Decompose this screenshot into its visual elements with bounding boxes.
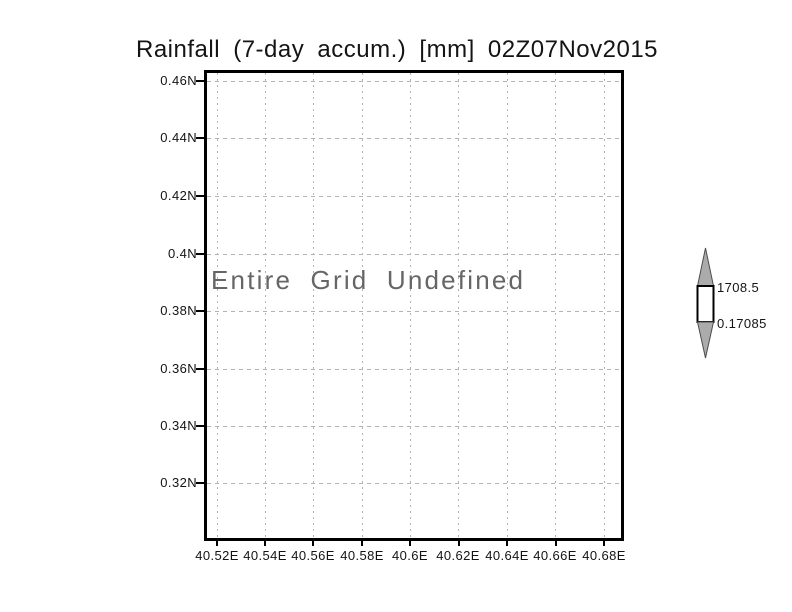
- x-tick-mark: [506, 538, 508, 546]
- gridline-h: [207, 483, 621, 484]
- x-tick-mark: [361, 538, 363, 546]
- gridline-h: [207, 196, 621, 197]
- x-tick-mark: [603, 538, 605, 546]
- plot-grid: Entire Grid Undefined: [207, 73, 621, 538]
- x-tick-label: 40.54E: [243, 548, 287, 563]
- x-tick-mark: [216, 538, 218, 546]
- gridline-v: [555, 73, 556, 538]
- x-tick-label: 40.62E: [436, 548, 480, 563]
- y-tick-label: 0.34N: [160, 418, 197, 433]
- colorbar-middle-box: [696, 285, 715, 323]
- y-tick-label: 0.36N: [160, 361, 197, 376]
- y-tick-mark: [196, 137, 205, 139]
- x-tick-label: 40.52E: [195, 548, 239, 563]
- gridline-h: [207, 138, 621, 139]
- y-tick-mark: [196, 80, 205, 82]
- y-tick-label: 0.46N: [160, 73, 197, 88]
- x-tick-mark: [458, 538, 460, 546]
- colorbar-lower-triangle-icon: [696, 321, 715, 359]
- gridline-h: [207, 426, 621, 427]
- x-tick-label: 40.64E: [485, 548, 529, 563]
- x-tick-label: 40.56E: [291, 548, 335, 563]
- y-tick-mark: [196, 310, 205, 312]
- gridline-v: [604, 73, 605, 538]
- gridline-v: [410, 73, 411, 538]
- gridline-h: [207, 311, 621, 312]
- x-tick-mark: [264, 538, 266, 546]
- y-tick-label: 0.4N: [167, 246, 197, 261]
- grid-undefined-message: Entire Grid Undefined: [211, 265, 526, 295]
- x-tick-label: 40.58E: [340, 548, 384, 563]
- y-tick-mark: [196, 425, 205, 427]
- gridline-h: [207, 254, 621, 255]
- gridline-h: [207, 81, 621, 82]
- plot-area: Entire Grid Undefined: [204, 70, 624, 541]
- colorbar: [696, 247, 715, 359]
- y-tick-mark: [196, 195, 205, 197]
- x-tick-label: 40.68E: [582, 548, 626, 563]
- y-tick-label: 0.42N: [160, 188, 197, 203]
- x-tick-mark: [409, 538, 411, 546]
- colorbar-max-label: 1708.5: [717, 280, 760, 295]
- y-tick-mark: [196, 482, 205, 484]
- x-tick-label: 40.6E: [392, 548, 428, 563]
- x-tick-mark: [555, 538, 557, 546]
- colorbar-min-label: 0.17085: [717, 316, 767, 331]
- y-tick-label: 0.44N: [160, 130, 197, 145]
- gridline-h: [207, 369, 621, 370]
- y-tick-mark: [196, 368, 205, 370]
- x-tick-label: 40.66E: [533, 548, 577, 563]
- gridline-v: [313, 73, 314, 538]
- y-tick-mark: [196, 253, 205, 255]
- gridline-v: [362, 73, 363, 538]
- gridline-v: [217, 73, 218, 538]
- colorbar-upper-triangle-icon: [696, 247, 715, 287]
- gridline-v: [458, 73, 459, 538]
- gridline-v: [507, 73, 508, 538]
- chart-title: Rainfall (7-day accum.) [mm] 02Z07Nov201…: [136, 36, 659, 63]
- gridline-v: [265, 73, 266, 538]
- x-tick-mark: [312, 538, 314, 546]
- y-tick-label: 0.38N: [160, 303, 197, 318]
- y-tick-label: 0.32N: [160, 475, 197, 490]
